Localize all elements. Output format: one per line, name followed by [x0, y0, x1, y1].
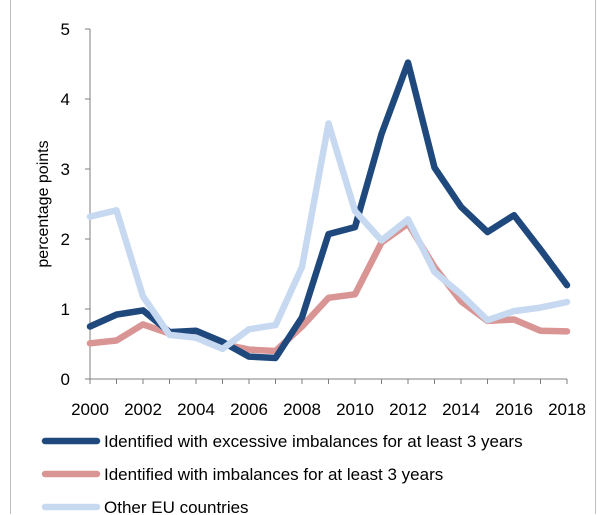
legend: Identified with excessive imbalances for… — [41, 432, 523, 515]
x-tick-label: 2016 — [495, 400, 533, 419]
x-tick-label: 2010 — [336, 400, 374, 419]
y-tick-label: 2 — [61, 230, 70, 249]
x-tick-label: 2002 — [124, 400, 162, 419]
x-tick-label: 2000 — [71, 400, 109, 419]
y-tick-label: 3 — [61, 160, 70, 179]
legend-label-1: Identified with excessive imbalances for… — [104, 432, 523, 451]
y-tick-label: 5 — [61, 20, 70, 39]
x-tick-label: 2014 — [442, 400, 480, 419]
x-tick-label: 2012 — [389, 400, 427, 419]
x-tick-label: 2006 — [230, 400, 268, 419]
y-tick-label: 1 — [61, 300, 70, 319]
x-tick-label: 2004 — [177, 400, 215, 419]
chart-frame — [10, 0, 596, 514]
y-tick-label: 4 — [61, 90, 70, 109]
series-layer — [86, 59, 571, 362]
series-line-3 — [86, 120, 571, 353]
y-tick-label: 0 — [61, 370, 70, 389]
legend-label-2: Identified with imbalances for at least … — [104, 465, 443, 484]
x-tick-label: 2018 — [548, 400, 586, 419]
series-line-1 — [86, 59, 571, 362]
axes: 0 1 2 3 4 5 2000 2002 2004 2006 2008 2010 2012 2014 20… — [61, 20, 586, 419]
y-axis-title: percentage points — [35, 140, 52, 267]
x-tick-label: 2008 — [283, 400, 321, 419]
legend-label-3: Other EU countries — [104, 498, 249, 515]
